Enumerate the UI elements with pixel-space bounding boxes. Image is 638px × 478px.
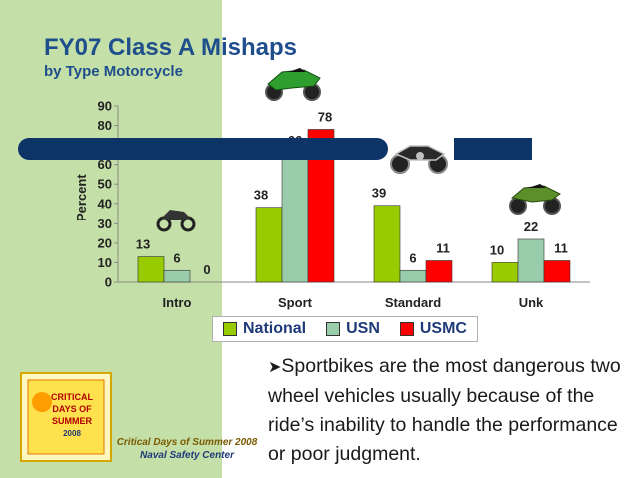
slide-subtitle: by Type Motorcycle <box>44 63 183 80</box>
legend-swatch-national <box>222 322 237 336</box>
y-tick-label: 50 <box>98 177 112 192</box>
y-tick-label: 20 <box>98 235 112 250</box>
y-tick-label: 80 <box>98 118 112 133</box>
legend-label-usmc: USMC <box>419 320 467 337</box>
category-label-sport: Sport <box>278 295 313 310</box>
chart-legend: National USN USMC <box>212 316 478 342</box>
data-label-usmc-intro: 0 <box>203 262 210 277</box>
logo-line-2: DAYS OF <box>52 404 92 414</box>
bar-usn-unk <box>517 238 545 283</box>
data-label-national-standard: 39 <box>372 186 386 201</box>
bar-national-intro <box>137 256 165 283</box>
motorcycle-icon-sport <box>265 68 321 101</box>
motorcycle-icon-standard <box>390 145 448 174</box>
bar-national-sport <box>255 207 283 283</box>
legend-item-national: National <box>222 320 307 338</box>
bar-usn-standard <box>399 269 427 283</box>
legend-label-national: National <box>242 320 307 337</box>
bar-usmc-unk <box>543 260 571 283</box>
data-label-national-unk: 10 <box>490 242 504 257</box>
legend-item-usmc: USMC <box>399 320 467 338</box>
data-label-national-sport: 38 <box>254 188 268 203</box>
motorcycle-icon-unk <box>509 184 561 215</box>
slide-title: FY07 Class A Mishaps <box>44 34 297 61</box>
logo-line-1: CRITICAL <box>51 392 93 402</box>
y-tick-label: 90 <box>98 99 112 114</box>
navy-divider-bar <box>18 138 388 160</box>
bar-usn-intro <box>163 269 191 283</box>
motorcycle-icon-intro <box>156 210 196 232</box>
logo-caption: Critical Days of Summer 2008 Naval Safet… <box>112 436 262 462</box>
bullet-arrow-icon: ➤ <box>268 359 282 376</box>
data-labels: 136038667839611102211 <box>136 109 568 277</box>
bar-national-standard <box>373 205 401 283</box>
bullet-point: ➤Sportbikes are the most dangerous two w… <box>268 352 634 469</box>
data-label-national-intro: 13 <box>136 237 150 252</box>
bar-usn-sport <box>281 152 309 283</box>
logo-line-4: 2008 <box>63 429 81 438</box>
critical-days-logo: CRITICAL DAYS OF SUMMER 2008 <box>20 372 112 462</box>
legend-swatch-usmc <box>399 322 414 336</box>
bars <box>137 129 571 283</box>
category-labels: Intro Sport Standard Unk <box>163 295 544 310</box>
bar-national-unk <box>491 262 519 283</box>
y-tick-label: 60 <box>98 157 112 172</box>
data-label-usmc-unk: 11 <box>554 240 568 255</box>
bullet-text: Sportbikes are the most dangerous two wh… <box>268 355 621 465</box>
data-label-usmc-standard: 11 <box>436 240 450 255</box>
y-axis-label: Percent <box>74 174 89 222</box>
y-tick-label: 10 <box>98 255 112 270</box>
data-label-usmc-sport: 78 <box>318 109 332 124</box>
y-tick-label: 30 <box>98 216 112 231</box>
data-label-usn-standard: 6 <box>409 250 416 265</box>
y-tick-label: 0 <box>105 275 112 290</box>
category-label-intro: Intro <box>163 295 192 310</box>
legend-swatch-usn <box>326 322 341 336</box>
data-label-usn-unk: 22 <box>524 219 538 234</box>
bar-usmc-standard <box>425 260 453 283</box>
category-label-unk: Unk <box>519 295 544 310</box>
navy-divider-bar-right <box>454 138 532 160</box>
data-label-usn-intro: 6 <box>173 250 180 265</box>
y-tick-label: 40 <box>98 196 112 211</box>
legend-item-usn: USN <box>326 320 380 338</box>
caption-line-1: Critical Days of Summer 2008 <box>116 437 258 448</box>
logo-line-3: SUMMER <box>52 416 92 426</box>
caption-line-2: Naval Safety Center <box>140 450 234 461</box>
legend-label-usn: USN <box>346 320 380 337</box>
category-label-standard: Standard <box>385 295 441 310</box>
